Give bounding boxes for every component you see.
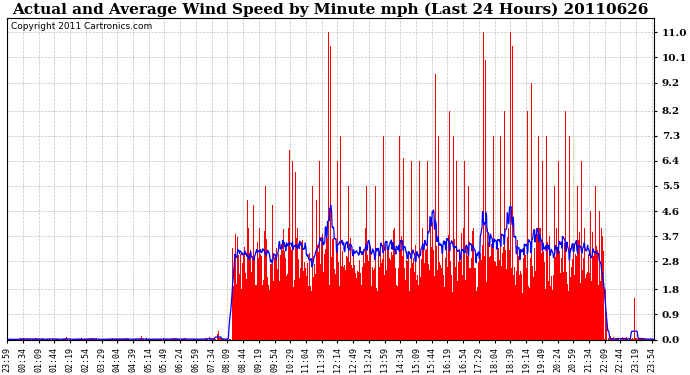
- Title: Actual and Average Wind Speed by Minute mph (Last 24 Hours) 20110626: Actual and Average Wind Speed by Minute …: [12, 3, 649, 17]
- Text: Copyright 2011 Cartronics.com: Copyright 2011 Cartronics.com: [10, 21, 152, 30]
